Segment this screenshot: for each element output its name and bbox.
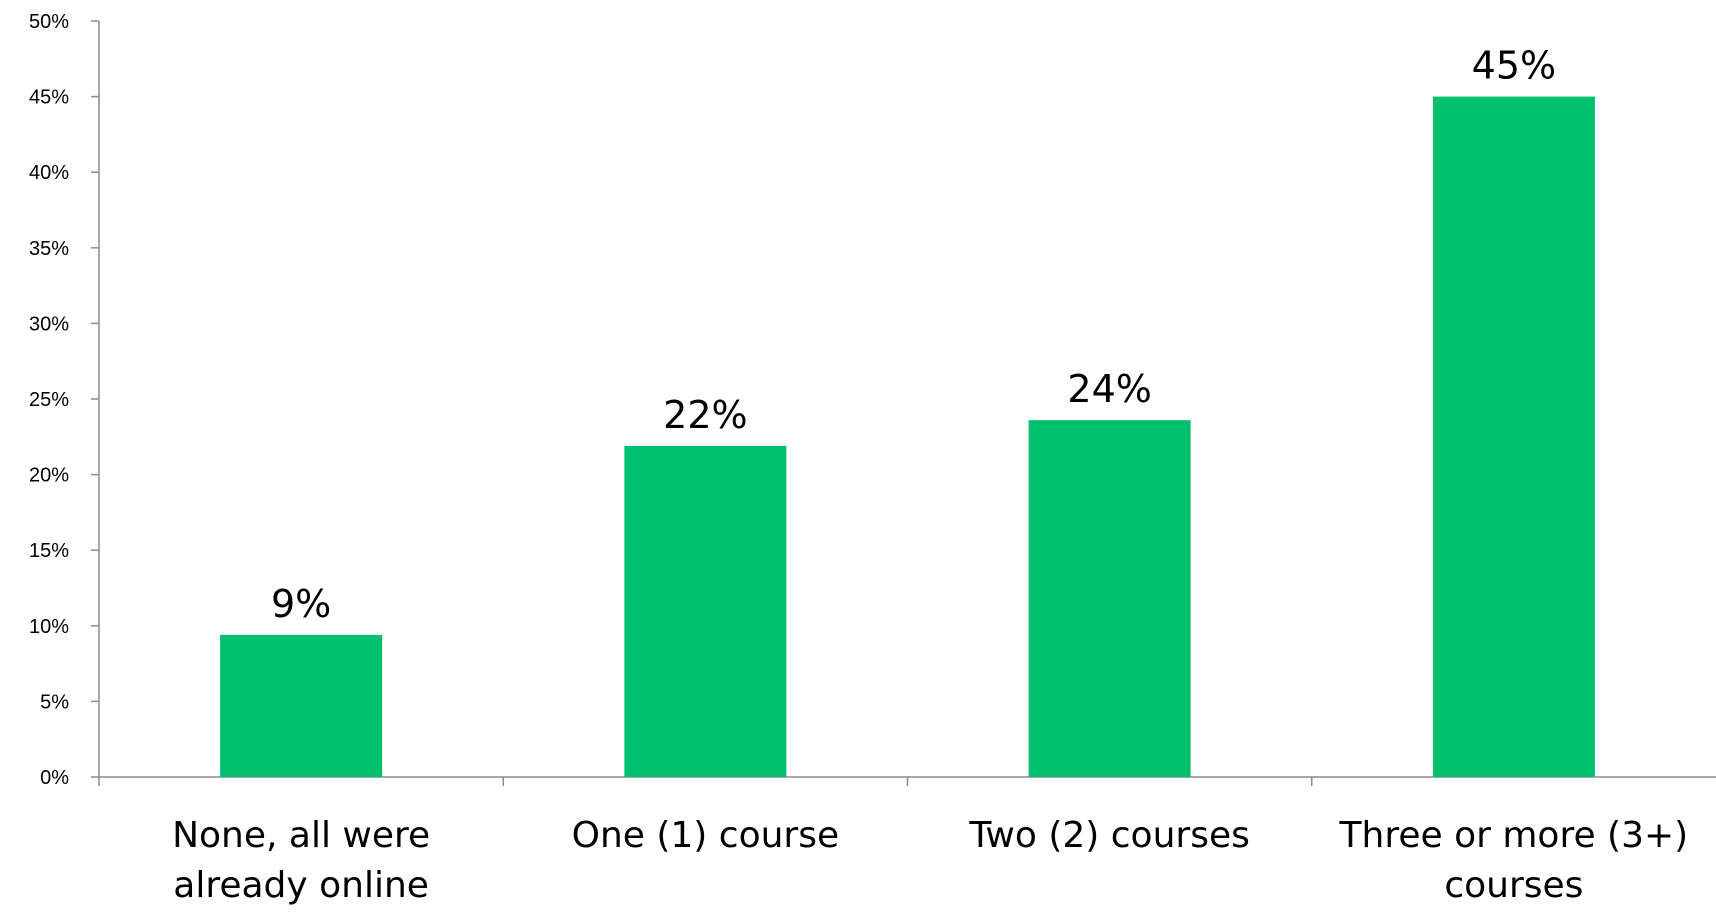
y-tick-label: 15% xyxy=(29,540,69,562)
x-tick-label: None, all were xyxy=(172,815,430,856)
x-tick-label: Three or more (3+) xyxy=(1339,815,1689,856)
data-label: 9% xyxy=(271,582,331,626)
y-tick-label: 35% xyxy=(29,238,69,260)
data-label: 24% xyxy=(1067,367,1151,411)
data-label: 45% xyxy=(1472,44,1556,88)
bar xyxy=(1432,96,1595,778)
x-tick-label: Two (2) courses xyxy=(968,815,1249,856)
data-label: 22% xyxy=(663,393,747,437)
y-tick-label: 30% xyxy=(29,313,69,335)
y-tick-label: 0% xyxy=(40,767,69,789)
y-tick-label: 20% xyxy=(29,465,69,487)
bar xyxy=(624,445,787,777)
bar xyxy=(220,634,383,777)
y-axis: 0% 5% 10% 15% 20% 25% 30% 35% 40% 45% 50% xyxy=(29,11,100,789)
x-tick-label: One (1) course xyxy=(572,815,840,856)
bar xyxy=(1028,420,1191,777)
y-tick-label: 25% xyxy=(29,389,69,411)
x-tick-label: courses xyxy=(1444,865,1583,906)
data-labels: 9% 22% 24% 45% xyxy=(271,44,1556,626)
y-tick-label: 40% xyxy=(29,162,69,184)
x-tick-label: already online xyxy=(173,865,429,906)
bars xyxy=(220,96,1595,778)
y-tick-label: 10% xyxy=(29,616,69,638)
x-axis: None, all were already online One (1) cour… xyxy=(98,776,1716,906)
y-tick-label: 5% xyxy=(40,691,69,713)
y-tick-label: 45% xyxy=(29,87,69,109)
y-tick-label: 50% xyxy=(29,11,69,33)
